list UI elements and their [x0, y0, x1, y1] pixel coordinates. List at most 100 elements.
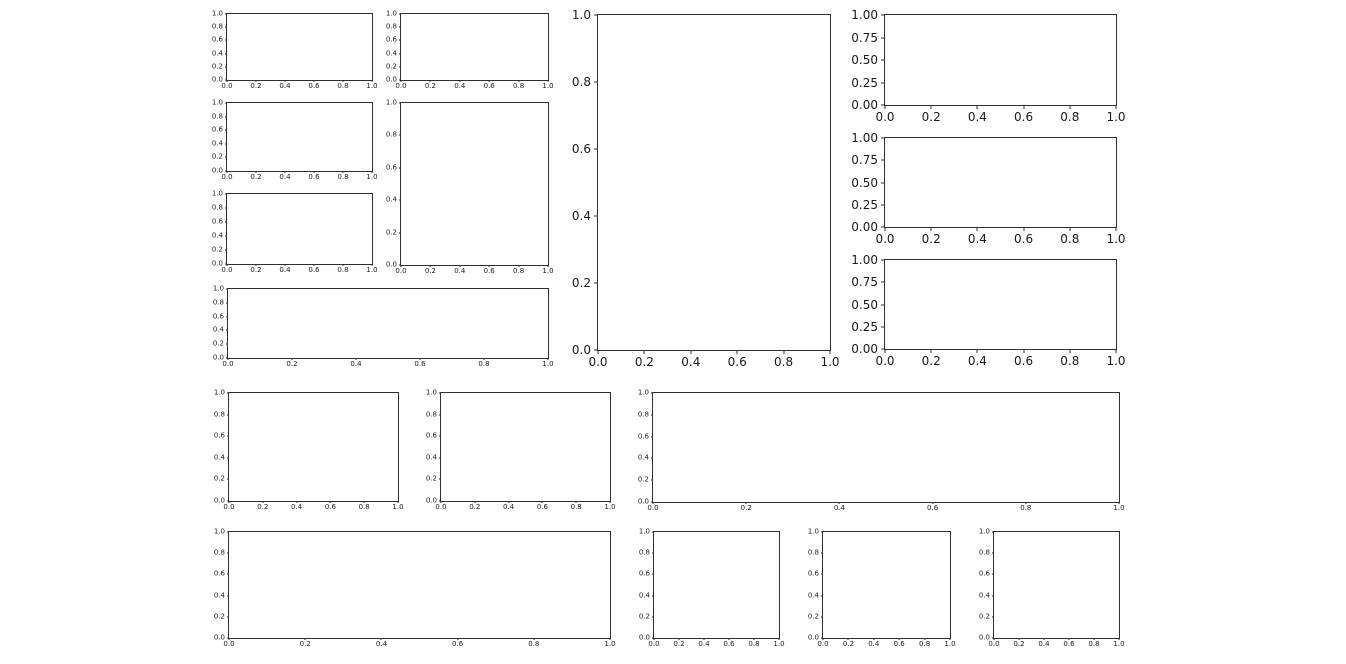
y-tick-mark	[227, 595, 229, 597]
x-tick-label: 0.4	[375, 640, 387, 648]
y-tick-mark	[821, 573, 823, 575]
y-tick-label: 0.2	[637, 475, 649, 484]
x-tick-label: 0.4	[1038, 640, 1050, 648]
x-tick-label: 0.4	[350, 360, 362, 368]
x-tick-mark	[1115, 105, 1117, 109]
y-tick-label: 0.8	[637, 410, 649, 419]
y-tick-label: 0.4	[807, 591, 819, 600]
x-tick-label: 0.0	[588, 355, 608, 369]
y-tick-mark	[225, 53, 227, 55]
y-tick-mark	[652, 595, 654, 597]
y-tick-label: 0.8	[213, 410, 225, 419]
x-tick-mark	[884, 105, 886, 109]
x-tick-label: 0.0	[875, 232, 895, 246]
x-tick-label: 1.0	[542, 360, 554, 368]
x-tick-label: 1.0	[542, 82, 554, 90]
y-tick-mark	[226, 302, 228, 304]
subplot-right-col-row2: 1.00 0.75 0.50 0.25 0.00 0.0 0.2 0.4 0.6 0.8 1.0	[851, 132, 1125, 245]
y-tick-mark	[227, 435, 229, 437]
y-tick-mark	[225, 263, 227, 265]
y-tick-label: 0.2	[385, 62, 397, 71]
y-tick-mark	[652, 573, 654, 575]
x-tick-label: 0.8	[1088, 640, 1100, 648]
x-tick-label: 0.8	[774, 355, 794, 369]
x-tick-label: 0.0	[221, 266, 233, 274]
y-tick-mark	[881, 259, 885, 261]
x-tick-mark	[1115, 227, 1117, 231]
x-tick-label: 0.6	[324, 503, 336, 511]
y-tick-mark	[227, 531, 229, 533]
y-tick-label: 0.8	[807, 548, 819, 557]
x-tick-label: 0.6	[1014, 232, 1034, 246]
y-tick-mark	[225, 66, 227, 68]
y-tick-mark	[881, 326, 885, 328]
x-tick-mark	[976, 105, 978, 109]
y-tick-mark	[992, 616, 994, 618]
x-tick-mark	[429, 265, 431, 267]
y-tick-label: 1.0	[425, 388, 437, 397]
x-tick-label: 1.0	[1113, 504, 1125, 512]
x-tick-mark	[932, 502, 934, 504]
x-tick-label: 0.2	[1013, 640, 1025, 648]
y-tick-mark	[881, 159, 885, 161]
y-tick-label: 0.50	[851, 297, 878, 312]
x-tick-mark	[380, 638, 382, 640]
x-tick-label: 1.0	[1106, 354, 1126, 368]
x-tick-mark	[1069, 105, 1071, 109]
y-tick-label: 0.6	[978, 569, 990, 578]
x-tick-label: 0.2	[286, 360, 298, 368]
y-tick-mark	[881, 348, 885, 350]
x-tick-label: 0.6	[536, 503, 548, 511]
subplot-bottom-row2-wide: 1.0 0.8 0.6 0.4 0.2 0.0 0.0 0.2 0.4 0.6 0.8 1.0	[214, 528, 616, 648]
x-tick-label: 0.0	[988, 640, 1000, 648]
y-tick-label: 1.0	[978, 527, 990, 536]
y-tick-label: 0.8	[385, 22, 397, 31]
x-tick-mark	[228, 638, 230, 640]
y-tick-label: 1.0	[211, 98, 223, 107]
x-tick-mark	[949, 638, 951, 640]
y-tick-label: 0.0	[211, 75, 223, 84]
y-tick-label: 0.4	[638, 591, 650, 600]
y-tick-label: 0.0	[637, 497, 649, 506]
x-tick-mark	[745, 502, 747, 504]
x-tick-label: 0.0	[395, 82, 407, 90]
subplot-left-block-row4-wide: 1.0 0.8 0.6 0.4 0.2 0.0 0.0 0.2 0.4 0.6 0.8 1.0	[213, 285, 554, 368]
y-tick-label: 0.4	[211, 139, 223, 148]
x-tick-mark	[226, 171, 228, 173]
x-tick-mark	[400, 80, 402, 82]
x-tick-mark	[342, 80, 344, 82]
y-tick-mark	[881, 281, 885, 283]
y-tick-mark	[594, 81, 598, 83]
y-tick-label: 0.6	[385, 163, 397, 172]
x-tick-label: 0.8	[919, 640, 931, 648]
y-tick-label: 0.00	[851, 220, 878, 234]
x-tick-label: 0.4	[967, 232, 987, 246]
x-tick-label: 0.8	[1060, 110, 1080, 124]
y-tick-mark	[225, 249, 227, 251]
y-tick-mark	[399, 199, 401, 201]
x-tick-label: 0.6	[723, 640, 735, 648]
x-tick-mark	[838, 502, 840, 504]
x-tick-label: 0.8	[1060, 232, 1080, 246]
y-tick-mark	[227, 500, 229, 502]
y-tick-label: 1.00	[851, 253, 878, 267]
y-tick-label: 1.00	[851, 8, 878, 22]
y-tick-label: 0.8	[213, 548, 225, 557]
x-tick-mark	[313, 80, 315, 82]
y-tick-mark	[227, 616, 229, 618]
x-tick-mark	[993, 638, 995, 640]
y-tick-label: 0.0	[213, 633, 225, 642]
x-tick-label: 0.0	[395, 267, 407, 275]
y-tick-label: 0.4	[211, 231, 223, 240]
y-tick-mark	[439, 478, 441, 480]
y-tick-mark	[821, 616, 823, 618]
y-tick-label: 0.6	[385, 35, 397, 44]
y-tick-label: 0.0	[638, 633, 650, 642]
y-tick-mark	[992, 531, 994, 533]
x-tick-label: 0.4	[279, 173, 291, 181]
x-tick-mark	[847, 638, 849, 640]
x-tick-mark	[976, 227, 978, 231]
x-tick-label: 1.0	[366, 82, 378, 90]
y-tick-label: 1.0	[211, 189, 223, 198]
x-tick-mark	[488, 80, 490, 82]
